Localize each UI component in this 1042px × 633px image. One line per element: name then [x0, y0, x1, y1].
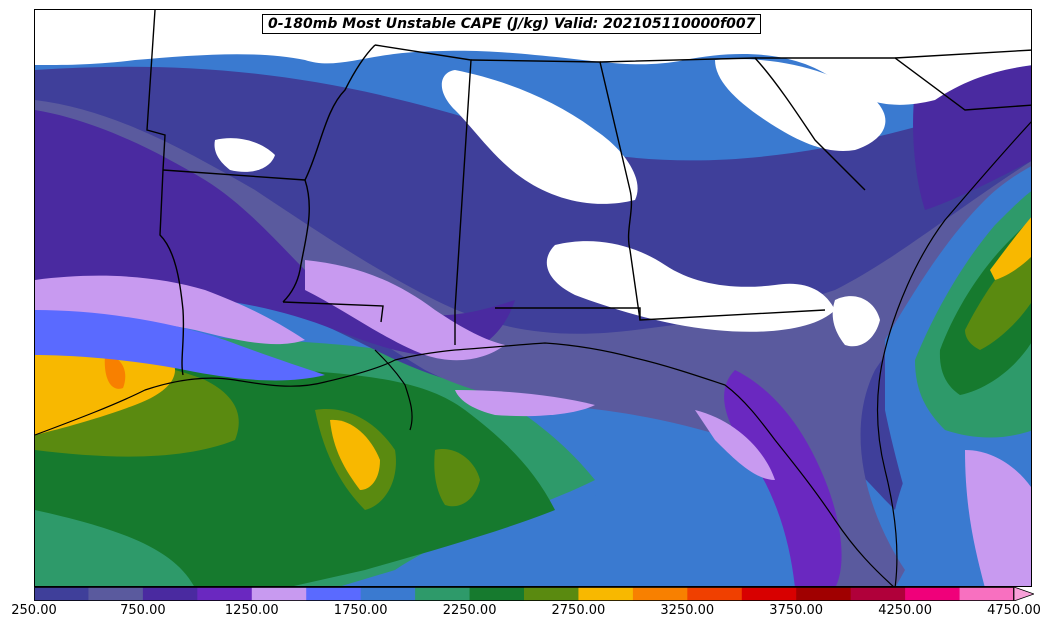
boundary-fl-north — [495, 307, 826, 321]
colorbar-segment — [905, 587, 961, 601]
field-white-ms — [441, 70, 638, 204]
map-panel — [34, 9, 1032, 587]
map-title: 0-180mb Most Unstable CAPE (J/kg) Valid:… — [262, 14, 762, 34]
colorbar-tick-label: 750.00 — [120, 603, 166, 618]
colorbar-segment — [306, 587, 362, 601]
colorbar-segment — [34, 587, 89, 601]
colorbar-segment — [687, 587, 743, 601]
boundary-ms-river-south — [282, 179, 310, 303]
colorbar — [34, 587, 1034, 601]
colorbar-segment — [142, 587, 198, 601]
colorbar-segment — [796, 587, 852, 601]
colorbar-segment — [524, 587, 579, 601]
field-white-al — [546, 241, 835, 332]
boundary-ok-ar — [146, 10, 166, 171]
boundary-tx-la — [159, 169, 185, 376]
colorbar-tick-label: 4250.00 — [878, 603, 932, 618]
coastline-atlantic — [876, 121, 1031, 586]
boundary-nc-sc — [755, 57, 1031, 111]
colorbar-segment — [959, 587, 1015, 601]
coastline-delta — [374, 349, 413, 431]
colorbar-outline — [34, 587, 1014, 601]
colorbar-tick-label: 250.00 — [11, 603, 57, 618]
coastline-gulf — [35, 342, 894, 586]
colorbar-segment — [850, 587, 906, 601]
colorbar-segment — [251, 587, 307, 601]
colorbar-tick-label: 2750.00 — [551, 603, 606, 618]
field-violet-florida — [724, 370, 842, 586]
field-deep-violet-west — [35, 110, 515, 356]
colorbar-extend-arrow — [1013, 587, 1034, 601]
field-violet-carolina — [913, 65, 1031, 210]
field-lavender-west — [35, 275, 305, 345]
boundary-al-ga — [470, 59, 641, 321]
colorbar-tick-label: 4750.00 — [987, 603, 1041, 618]
colorbar-segment — [197, 587, 253, 601]
boundary-ga-sc — [599, 57, 866, 191]
field-blue-coast — [35, 310, 325, 381]
field-white-fl-n — [832, 296, 880, 347]
colorbar-segment — [632, 587, 688, 601]
field-yellow-texas — [35, 344, 175, 435]
field-white-ga — [715, 59, 886, 151]
field-white-ar — [214, 138, 275, 172]
colorbar-tick-label: 1750.00 — [333, 603, 388, 618]
boundary-la-ms — [282, 301, 384, 323]
boundary-ms-river-north — [304, 44, 376, 181]
colorbar-tick-label: 1250.00 — [224, 603, 279, 618]
colorbar-tick-label: 2250.00 — [442, 603, 497, 618]
colorbar-tick-label: 3750.00 — [769, 603, 824, 618]
colorbar-tick-label: 3250.00 — [660, 603, 715, 618]
field-atlantic-lavender — [965, 450, 1031, 586]
state-boundaries — [146, 10, 1031, 376]
coastline — [35, 121, 1031, 586]
boundary-ms-al — [374, 44, 472, 345]
field-lavender-fl — [695, 410, 775, 480]
colorbar-segment — [741, 587, 797, 601]
colorbar-segment — [469, 587, 525, 601]
colorbar-segment — [578, 587, 634, 601]
field-olive-gulf-2 — [434, 449, 480, 507]
boundary-nc-va — [894, 49, 1031, 59]
field-atlantic-yellow — [990, 217, 1031, 280]
field-orange-texas — [104, 355, 126, 389]
colorbar-segment — [360, 587, 416, 601]
boundary-ar-la-north — [162, 169, 306, 181]
cape-field-map — [35, 10, 1031, 586]
field-lavender-gulf — [455, 390, 595, 417]
colorbar-segment — [415, 587, 471, 601]
colorbar-segment — [88, 587, 144, 601]
field-yellow-gulf — [330, 419, 380, 490]
